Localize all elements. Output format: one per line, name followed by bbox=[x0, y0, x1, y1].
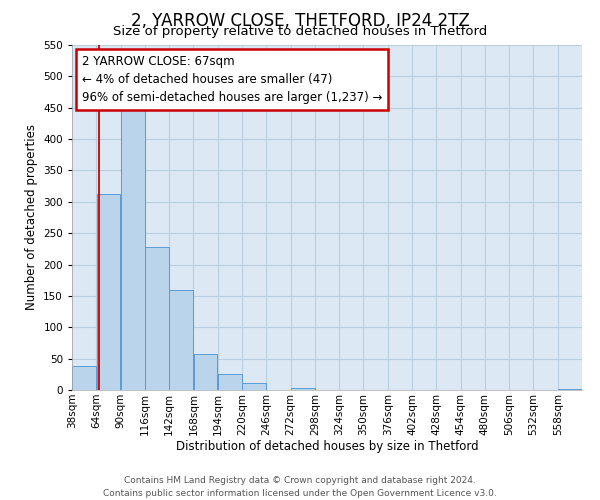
Bar bbox=[194, 354, 217, 390]
Bar bbox=[218, 374, 242, 390]
Bar bbox=[121, 104, 145, 390]
Bar bbox=[558, 388, 582, 390]
Bar bbox=[169, 290, 193, 390]
Bar bbox=[242, 383, 266, 390]
Bar bbox=[72, 366, 96, 390]
Text: Size of property relative to detached houses in Thetford: Size of property relative to detached ho… bbox=[113, 25, 487, 38]
Text: Contains HM Land Registry data © Crown copyright and database right 2024.
Contai: Contains HM Land Registry data © Crown c… bbox=[103, 476, 497, 498]
Text: 2, YARROW CLOSE, THETFORD, IP24 2TZ: 2, YARROW CLOSE, THETFORD, IP24 2TZ bbox=[131, 12, 469, 30]
X-axis label: Distribution of detached houses by size in Thetford: Distribution of detached houses by size … bbox=[176, 440, 478, 454]
Bar bbox=[145, 247, 169, 390]
Bar bbox=[97, 194, 121, 390]
Y-axis label: Number of detached properties: Number of detached properties bbox=[25, 124, 38, 310]
Text: 2 YARROW CLOSE: 67sqm
← 4% of detached houses are smaller (47)
96% of semi-detac: 2 YARROW CLOSE: 67sqm ← 4% of detached h… bbox=[82, 56, 383, 104]
Bar bbox=[291, 388, 314, 390]
